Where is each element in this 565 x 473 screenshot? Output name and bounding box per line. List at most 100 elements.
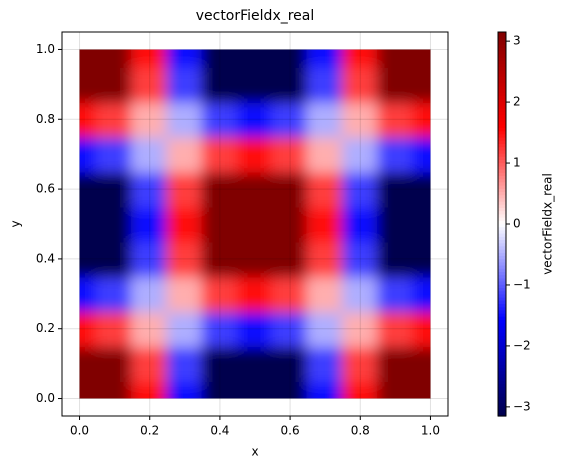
heat-cell <box>376 65 414 103</box>
heat-cell <box>166 135 204 173</box>
heat-cell <box>166 275 204 313</box>
heat-cell <box>376 310 414 348</box>
heat-cell <box>341 345 379 383</box>
y-tick-label: 0.0 <box>36 391 55 405</box>
colorbar-step <box>498 217 506 222</box>
y-axis-label: y <box>9 220 23 227</box>
heat-cell <box>131 275 169 313</box>
heat-cell <box>341 275 379 313</box>
colorbar-step <box>498 115 506 119</box>
heat-cell <box>131 135 169 173</box>
colorbar-step <box>498 57 506 62</box>
colorbar-step <box>498 246 506 251</box>
heat-cell <box>306 135 344 173</box>
colorbar-step <box>498 268 506 273</box>
heat-cell <box>96 240 134 278</box>
heat-cell <box>271 240 309 278</box>
colorbar-step <box>498 89 506 94</box>
chart-title: vectorFieldx_real <box>196 8 315 24</box>
heat-cell <box>201 240 239 278</box>
heat-cell <box>96 345 134 383</box>
heat-cell <box>376 170 414 208</box>
heat-cell <box>341 380 379 399</box>
colorbar-step <box>498 320 506 324</box>
colorbar-step <box>498 96 506 100</box>
colorbar-tick-label: 1 <box>513 156 521 170</box>
colorbar-step <box>498 76 506 81</box>
heat-cell <box>341 49 379 68</box>
heat-cell <box>341 135 379 173</box>
colorbar-step <box>498 38 506 43</box>
colorbar-step <box>498 377 506 382</box>
colorbar-step <box>498 358 506 363</box>
colorbar-step <box>498 256 506 260</box>
colorbar-step <box>498 384 506 388</box>
colorbar-step <box>498 54 506 59</box>
heat-cell <box>411 380 431 399</box>
heat-cell <box>131 65 169 103</box>
colorbar-step <box>498 355 506 359</box>
heat-cell <box>271 275 309 313</box>
heat-cell <box>131 205 169 243</box>
heat-cell <box>271 100 309 138</box>
colorbar-step <box>498 32 506 36</box>
colorbar-step <box>498 278 506 283</box>
heat-cell <box>201 310 239 348</box>
colorbar-step <box>498 329 506 334</box>
colorbar-step <box>498 121 506 126</box>
heat-cell <box>411 240 431 278</box>
heat-cell <box>271 345 309 383</box>
colorbar-step <box>498 233 506 238</box>
heat-cell <box>376 205 414 243</box>
heat-cell <box>411 49 431 68</box>
colorbar-step <box>498 224 506 228</box>
heat-cell <box>341 310 379 348</box>
colorbar-step <box>498 310 506 315</box>
heat-cell <box>411 275 431 313</box>
colorbar-step <box>498 243 506 247</box>
colorbar-step <box>498 86 506 91</box>
colorbar-step <box>498 265 506 270</box>
x-tick-label: 0.4 <box>210 424 229 438</box>
colorbar-step <box>498 400 506 404</box>
heat-cell <box>341 170 379 208</box>
heat-cell <box>306 380 344 399</box>
colorbar-tick-label: −1 <box>513 277 531 291</box>
heat-cell <box>236 100 274 138</box>
heat-cell <box>166 49 204 68</box>
colorbar-step <box>498 345 506 350</box>
colorbar-step <box>498 108 506 113</box>
heat-cell <box>411 135 431 173</box>
colorbar-step <box>498 118 506 123</box>
colorbar-step <box>498 230 506 235</box>
heat-cell <box>376 345 414 383</box>
colorbar-step <box>498 393 506 398</box>
colorbar-step <box>498 316 506 321</box>
heat-cell <box>201 100 239 138</box>
x-tick-label: 0.6 <box>281 424 300 438</box>
heat-cell <box>236 380 274 399</box>
colorbar-step <box>498 124 506 129</box>
heat-cell <box>271 380 309 399</box>
heat-cell <box>236 345 274 383</box>
heat-cell <box>376 135 414 173</box>
colorbar-step <box>498 48 506 52</box>
colorbar-step <box>498 368 506 372</box>
colorbar-step <box>498 371 506 375</box>
heat-cell <box>131 310 169 348</box>
colorbar-step <box>498 176 506 180</box>
colorbar-step <box>498 361 506 366</box>
colorbar-step <box>498 336 506 340</box>
heat-cell <box>201 135 239 173</box>
colorbar-step <box>498 240 506 244</box>
heat-cell <box>236 135 274 173</box>
colorbar-step <box>498 166 506 171</box>
heat-cell <box>131 240 169 278</box>
heat-cell <box>96 380 134 399</box>
heat-cell <box>306 310 344 348</box>
colorbar-step <box>498 288 506 292</box>
heat-cell <box>236 49 274 68</box>
heat-cell <box>271 49 309 68</box>
colorbar-step <box>498 380 506 385</box>
